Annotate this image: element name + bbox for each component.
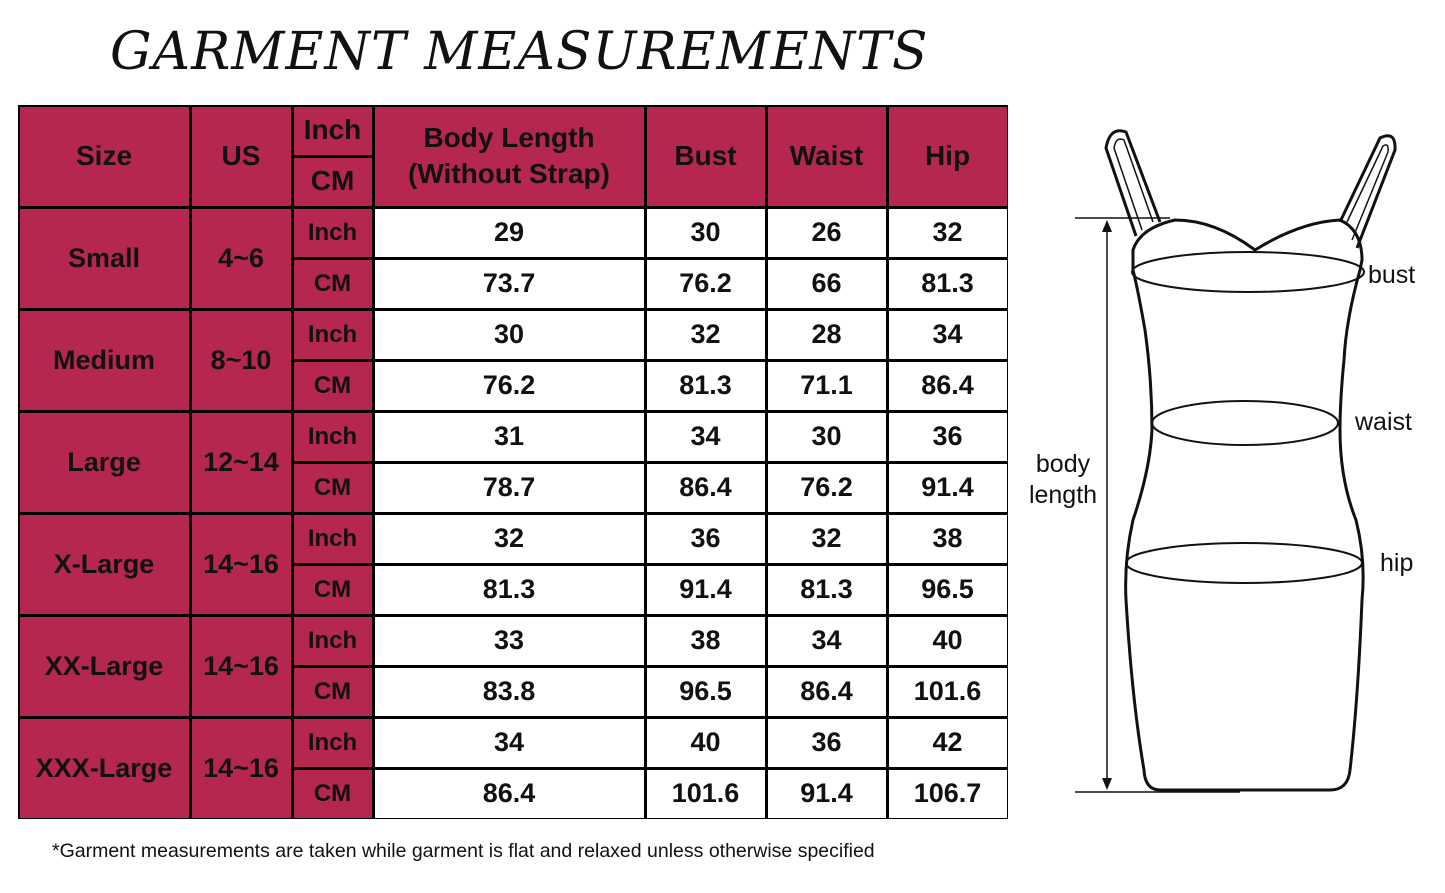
header-size: Size — [19, 106, 189, 206]
us-size-label: 12~14 — [191, 412, 291, 512]
size-label: Small — [19, 208, 189, 308]
body-length-value: 33 — [374, 616, 644, 665]
hip-value: 38 — [888, 514, 1007, 563]
bust-value: 32 — [646, 310, 765, 359]
waist-label: waist — [1355, 408, 1412, 436]
dress-outline — [1124, 218, 1365, 792]
bust-value: 38 — [646, 616, 765, 665]
waist-value: 71.1 — [767, 361, 886, 410]
header-us: US — [191, 106, 291, 206]
size-label: XXX-Large — [19, 718, 189, 818]
header-unit-cm: CM — [293, 157, 372, 206]
left-strap — [1104, 129, 1162, 237]
us-size-label: 14~16 — [191, 718, 291, 818]
unit-label: Inch — [293, 412, 372, 461]
waist-value: 36 — [767, 718, 886, 767]
size-label: Medium — [19, 310, 189, 410]
unit-label: Inch — [293, 718, 372, 767]
body-length-value: 32 — [374, 514, 644, 563]
hip-value: 96.5 — [888, 565, 1007, 614]
bust-value: 86.4 — [646, 463, 765, 512]
body-length-value: 86.4 — [374, 769, 644, 818]
page-title: GARMENT MEASUREMENTS — [110, 22, 929, 82]
body-length-value: 76.2 — [374, 361, 644, 410]
body-length-value: 34 — [374, 718, 644, 767]
hip-value: 91.4 — [888, 463, 1007, 512]
hip-value: 36 — [888, 412, 1007, 461]
hip-label: hip — [1380, 549, 1414, 577]
unit-label: CM — [293, 361, 372, 410]
waist-value: 81.3 — [767, 565, 886, 614]
hip-value: 42 — [888, 718, 1007, 767]
hip-value: 101.6 — [888, 667, 1007, 716]
waist-value: 32 — [767, 514, 886, 563]
bust-label: bust — [1368, 261, 1416, 289]
bust-value: 34 — [646, 412, 765, 461]
unit-label: CM — [293, 565, 372, 614]
body-length-value: 83.8 — [374, 667, 644, 716]
hip-value: 81.3 — [888, 259, 1007, 308]
bust-value: 81.3 — [646, 361, 765, 410]
body-length-label: body length — [1020, 449, 1106, 511]
header-waist: Waist — [767, 106, 886, 206]
unit-label: Inch — [293, 514, 372, 563]
right-strap — [1338, 134, 1397, 249]
footnote: *Garment measurements are taken while ga… — [52, 840, 875, 862]
unit-label: CM — [293, 463, 372, 512]
us-size-label: 4~6 — [191, 208, 291, 308]
header-unit-inch: Inch — [293, 106, 372, 155]
body-length-value: 31 — [374, 412, 644, 461]
unit-label: CM — [293, 667, 372, 716]
body-length-value: 78.7 — [374, 463, 644, 512]
bust-line — [1131, 251, 1365, 293]
hip-value: 86.4 — [888, 361, 1007, 410]
unit-label: Inch — [293, 310, 372, 359]
unit-label: Inch — [293, 616, 372, 665]
bust-value: 101.6 — [646, 769, 765, 818]
hip-line — [1125, 542, 1363, 584]
body-length-value: 73.7 — [374, 259, 644, 308]
waist-value: 34 — [767, 616, 886, 665]
bust-value: 36 — [646, 514, 765, 563]
bust-value: 40 — [646, 718, 765, 767]
size-chart-table: Size US Inch CM Body Length (Without Strap) Bu… — [18, 105, 1008, 819]
size-label: XX-Large — [19, 616, 189, 716]
body-length-value: 81.3 — [374, 565, 644, 614]
us-size-label: 14~16 — [191, 514, 291, 614]
waist-value: 66 — [767, 259, 886, 308]
hip-value: 40 — [888, 616, 1007, 665]
body-length-label-line2: length — [1028, 481, 1098, 509]
body-length-value: 30 — [374, 310, 644, 359]
header-body-length: Body Length — [423, 121, 595, 153]
hip-value: 106.7 — [888, 769, 1007, 818]
us-size-label: 8~10 — [191, 310, 291, 410]
size-label: Large — [19, 412, 189, 512]
bust-value: 91.4 — [646, 565, 765, 614]
waist-value: 91.4 — [767, 769, 886, 818]
waist-value: 76.2 — [767, 463, 886, 512]
bust-value: 30 — [646, 208, 765, 257]
unit-label: CM — [293, 259, 372, 308]
hip-value: 34 — [888, 310, 1007, 359]
unit-label: CM — [293, 769, 372, 818]
waist-value: 28 — [767, 310, 886, 359]
unit-label: Inch — [293, 208, 372, 257]
size-label: X-Large — [19, 514, 189, 614]
bust-value: 96.5 — [646, 667, 765, 716]
body-length-label-line1: body — [1035, 450, 1091, 478]
waist-line — [1151, 400, 1339, 446]
waist-value: 86.4 — [767, 667, 886, 716]
header-body-length: Body Length (Without Strap) — [374, 106, 644, 206]
header-hip: Hip — [888, 106, 1007, 206]
body-length-value: 29 — [374, 208, 644, 257]
waist-value: 30 — [767, 412, 886, 461]
header-body-length-note: (Without Strap) — [408, 158, 610, 189]
header-bust: Bust — [646, 106, 765, 206]
waist-value: 26 — [767, 208, 886, 257]
hip-value: 32 — [888, 208, 1007, 257]
us-size-label: 14~16 — [191, 616, 291, 716]
bust-value: 76.2 — [646, 259, 765, 308]
